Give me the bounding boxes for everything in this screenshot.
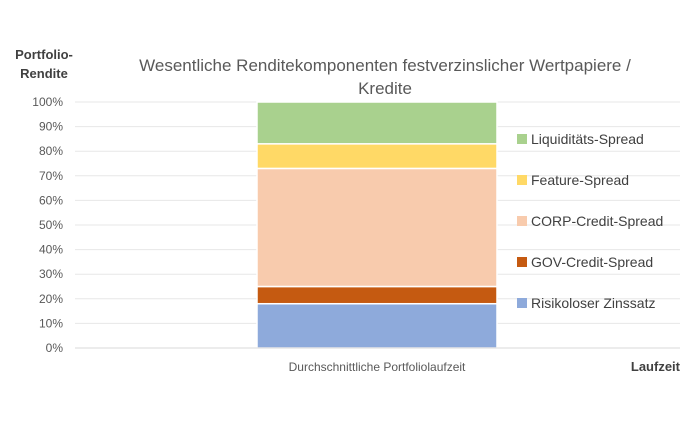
legend-swatch xyxy=(517,175,527,185)
legend-swatch xyxy=(517,298,527,308)
y-tick-label: 0% xyxy=(46,341,64,355)
bar-segments xyxy=(256,101,498,349)
bar-segment-gov-credit-spread xyxy=(256,285,498,305)
y-tick-label: 10% xyxy=(39,316,63,330)
legend-label: Risikoloser Zinssatz xyxy=(531,295,655,311)
legend: Liquiditäts-Spread Feature-Spread CORP-Cre… xyxy=(517,131,663,311)
y-axis-label-line-1: Portfolio- xyxy=(15,47,73,62)
x-category-label: Durchschnittliche Portfoliolaufzeit xyxy=(289,360,466,374)
y-axis-label-line-2: Rendite xyxy=(20,66,68,81)
legend-swatch xyxy=(517,257,527,267)
legend-label: GOV-Credit-Spread xyxy=(531,254,653,270)
y-tick-label: 100% xyxy=(32,95,63,109)
y-tick-label: 60% xyxy=(39,193,63,207)
y-tick-label: 20% xyxy=(39,292,63,306)
y-tick-label: 70% xyxy=(39,169,63,183)
y-tick-label: 90% xyxy=(39,120,63,134)
bar-segment-liquidit-ts-spread xyxy=(256,101,498,145)
bar-segment-risikoloser-zinssatz xyxy=(256,302,498,349)
legend-label: CORP-Credit-Spread xyxy=(531,213,663,229)
legend-swatch xyxy=(517,134,527,144)
legend-swatch xyxy=(517,216,527,226)
x-axis-label: Laufzeit xyxy=(631,359,681,374)
y-tick-label: 50% xyxy=(39,218,63,232)
y-tick-labels: 0% 10% 20% 30% 40% 50% 60% 70% 80% 90% 100% xyxy=(32,95,63,355)
y-tick-label: 80% xyxy=(39,144,63,158)
x-category-labels: Durchschnittliche Portfoliolaufzeit xyxy=(289,360,466,374)
chart-title-line-2: Kredite xyxy=(358,79,412,98)
chart-title-line-1: Wesentliche Renditekomponenten festverzi… xyxy=(139,56,631,75)
bar-segment-corp-credit-spread xyxy=(256,167,498,288)
legend-label: Liquiditäts-Spread xyxy=(531,131,644,147)
legend-label: Feature-Spread xyxy=(531,172,629,188)
y-tick-label: 30% xyxy=(39,267,63,281)
bar-segment-feature-spread xyxy=(256,143,498,170)
y-tick-label: 40% xyxy=(39,243,63,257)
